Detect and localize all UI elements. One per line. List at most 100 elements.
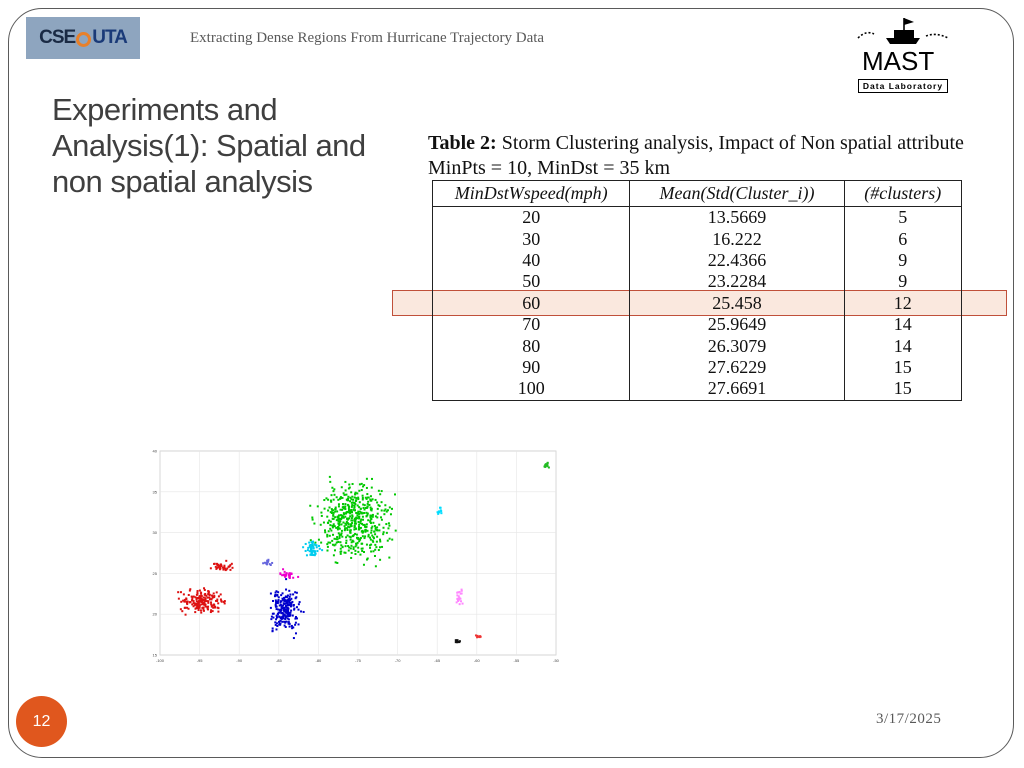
table-cell: 9 — [843, 249, 963, 272]
cluster-point — [289, 593, 292, 596]
cluster-point — [351, 515, 354, 518]
cluster-point — [344, 505, 347, 508]
cluster-point — [341, 496, 344, 499]
cluster-point — [193, 602, 196, 605]
cluster-point — [342, 507, 345, 510]
cluster-point — [356, 504, 359, 507]
cluster-point — [207, 593, 210, 596]
cluster-point — [213, 604, 216, 607]
cluster-point — [277, 596, 280, 599]
cluster-point — [368, 503, 371, 506]
cluster-point — [331, 486, 334, 489]
cluster-point — [333, 537, 336, 540]
cluster-point — [279, 608, 282, 611]
cluster-point — [278, 623, 281, 626]
cluster-point — [271, 629, 274, 632]
cluster-point — [204, 599, 207, 602]
cluster-point — [287, 603, 290, 606]
cluster-point — [283, 596, 286, 599]
cluster-point — [374, 543, 377, 546]
cluster-point — [361, 549, 364, 552]
cluster-point — [327, 541, 330, 544]
cluster-point — [362, 530, 365, 533]
cluster-point — [204, 603, 207, 606]
cluster-point — [196, 592, 199, 595]
cluster-point — [357, 538, 360, 541]
cluster-point — [280, 606, 283, 609]
cluster-point — [320, 541, 323, 544]
cluster-point — [350, 556, 353, 559]
cluster-point — [335, 519, 338, 522]
cluster-point — [347, 545, 350, 548]
table-cell: 15 — [843, 378, 963, 401]
cluster-point — [355, 533, 358, 536]
cluster-point — [271, 561, 274, 564]
cluster-point — [366, 512, 369, 515]
cluster-point — [282, 568, 285, 571]
cluster-point — [310, 549, 313, 552]
cluster-point — [380, 490, 383, 493]
cluster-point — [317, 538, 320, 541]
cluster-point — [339, 541, 342, 544]
cluster-point — [458, 598, 461, 601]
cluster-point — [295, 591, 298, 594]
cluster-point — [354, 522, 357, 525]
cluster-point — [280, 616, 283, 619]
cluster-point — [326, 545, 329, 548]
cluster-point — [350, 541, 353, 544]
cluster-point — [280, 605, 283, 608]
cluster-point — [186, 600, 189, 603]
cluster-point — [352, 501, 355, 504]
cluster-point — [302, 546, 305, 549]
cluster-point — [337, 520, 340, 523]
cluster-point — [293, 608, 296, 611]
cluster-point — [335, 496, 338, 499]
cluster-point — [370, 486, 373, 489]
cluster-point — [285, 615, 288, 618]
cluster-point — [337, 532, 340, 535]
cluster-point — [283, 608, 286, 611]
cluster-point — [388, 506, 391, 509]
cluster-point — [351, 514, 354, 517]
cluster-point — [298, 601, 301, 604]
cluster-point — [363, 523, 366, 526]
cluster-point — [329, 499, 332, 502]
cluster-point — [354, 491, 357, 494]
cluster-point — [371, 534, 374, 537]
cluster-point — [370, 509, 373, 512]
cluster-point — [394, 529, 397, 532]
cluster-point — [369, 498, 372, 501]
cluster-point — [294, 621, 297, 624]
cluster-point — [210, 594, 213, 597]
cluster-point — [283, 606, 286, 609]
cluster-point — [275, 618, 278, 621]
logo-cse-text: CSE — [39, 27, 76, 48]
cluster-point — [378, 505, 381, 508]
cluster-point — [279, 619, 282, 622]
cluster-point — [342, 512, 345, 515]
cluster-point — [316, 550, 319, 553]
cluster-point — [210, 604, 213, 607]
table-row: 60 25.458 12 — [431, 292, 963, 314]
logo-at-ring-icon — [76, 31, 92, 47]
cluster-point — [320, 511, 323, 514]
cluster-point — [393, 493, 396, 496]
cluster-point — [270, 618, 273, 621]
cluster-point — [204, 594, 207, 597]
table-cell: 26.3079 — [629, 335, 845, 357]
x-tick-label: -65 — [434, 658, 441, 663]
y-tick-label: 15 — [153, 653, 158, 658]
table-header-row: MinDstWspeed(mph) Mean(Std(Cluster_i)) (… — [431, 180, 963, 207]
cluster-point — [337, 516, 340, 519]
cluster-point — [357, 525, 360, 528]
cluster-point — [457, 595, 460, 598]
table-caption-label: Table 2: — [428, 132, 497, 154]
cluster-point — [359, 507, 362, 510]
cluster-point — [346, 499, 349, 502]
cluster-point — [332, 498, 335, 501]
cluster-point — [276, 594, 279, 597]
cluster-point — [210, 601, 213, 604]
table-cell: 70 — [431, 313, 631, 336]
cluster-point — [283, 624, 286, 627]
cluster-point — [290, 573, 293, 576]
